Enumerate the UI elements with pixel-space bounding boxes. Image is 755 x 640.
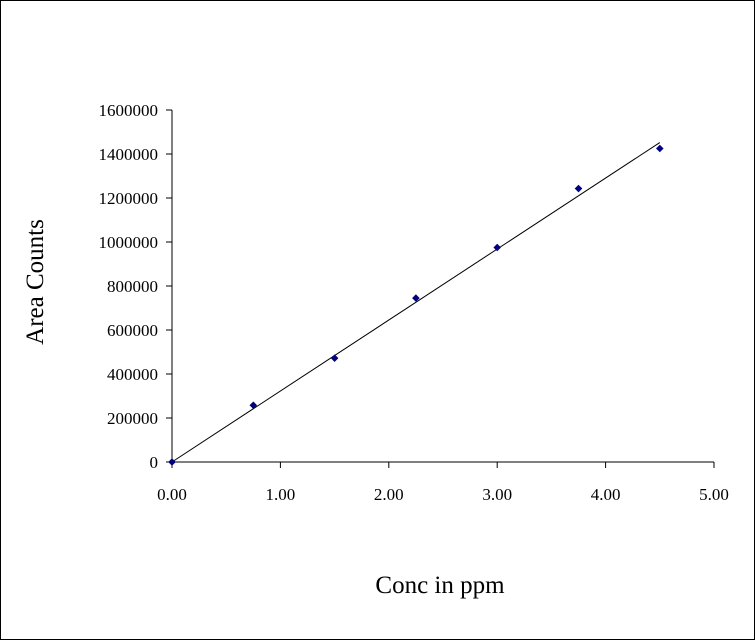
data-point <box>249 401 258 410</box>
data-point <box>493 243 501 252</box>
y-tick-label: 1400000 <box>99 145 159 164</box>
y-tick-label: 600000 <box>107 321 158 340</box>
y-tick-label: 200000 <box>107 409 158 428</box>
data-point <box>412 294 420 302</box>
y-tick-label: 1200000 <box>99 189 159 208</box>
x-tick-label: 0.00 <box>157 485 187 504</box>
data-point <box>168 458 176 466</box>
y-tick-label: 800000 <box>107 277 158 296</box>
x-tick-label: 3.00 <box>482 485 512 504</box>
y-axis-title: Area Counts <box>22 219 49 345</box>
data-point <box>330 354 339 362</box>
y-tick-label: 1600000 <box>99 101 159 120</box>
x-tick-label: 5.00 <box>699 485 729 504</box>
x-axis-title: Conc in ppm <box>375 572 505 599</box>
y-tick-label: 400000 <box>107 365 158 384</box>
x-tick-label: 2.00 <box>374 485 404 504</box>
x-tick-label: 4.00 <box>591 485 621 504</box>
data-points <box>168 144 664 466</box>
x-tick-label: 1.00 <box>266 485 296 504</box>
data-point <box>656 144 664 153</box>
y-tick-label: 1000000 <box>99 233 159 252</box>
y-axis-ticks: 0 200000 400000 600000 800000 1000000 1200000 1… <box>99 101 172 472</box>
y-tick-label: 0 <box>150 453 159 472</box>
data-point <box>574 184 583 193</box>
